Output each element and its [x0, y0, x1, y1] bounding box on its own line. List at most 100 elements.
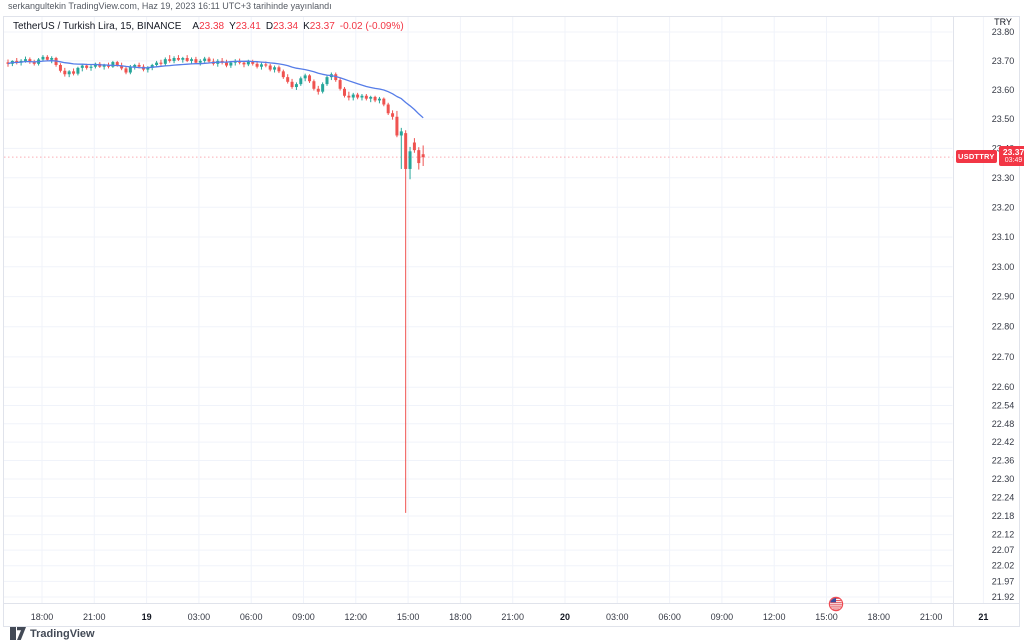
candlestick	[67, 70, 71, 78]
flag-canton	[830, 598, 836, 603]
candlestick	[342, 87, 346, 98]
candlestick	[369, 95, 373, 103]
candle-body	[190, 59, 194, 61]
candlestick	[316, 85, 320, 95]
last-price-tag: USDTTRY 23.37 03:49	[956, 146, 1024, 166]
candlestick	[168, 55, 172, 63]
price-tick-label: 22.48	[992, 419, 1015, 429]
ohlc-high: Y23.41	[229, 21, 261, 32]
candle-body	[168, 59, 172, 61]
candlestick	[45, 55, 49, 61]
candle-body	[303, 75, 307, 79]
candle-body	[111, 62, 115, 67]
candlestick	[233, 59, 237, 66]
time-tick-label: 19	[142, 612, 152, 622]
candle-body	[277, 67, 281, 72]
candlestick	[421, 145, 425, 167]
price-tick-label: 23.30	[992, 173, 1015, 183]
candlestick	[251, 59, 255, 66]
time-tick-label: 09:00	[292, 612, 315, 622]
candlestick	[404, 130, 408, 513]
candlestick	[242, 60, 246, 68]
candle-body	[28, 59, 32, 63]
tradingview-logo-icon	[10, 627, 26, 640]
time-axis[interactable]	[4, 604, 953, 626]
candle-body	[41, 56, 45, 60]
candlestick	[50, 56, 54, 64]
time-tick-label: 21:00	[920, 612, 943, 622]
candlestick	[299, 76, 303, 86]
price-tick-label: 22.80	[992, 322, 1015, 332]
flag-stripes	[830, 598, 842, 610]
time-tick-label: 12:00	[763, 612, 786, 622]
time-tick-label: 06:00	[240, 612, 263, 622]
ohlc-open: A23.38	[192, 21, 225, 32]
candle-body	[421, 154, 425, 158]
candle-body	[32, 62, 36, 64]
us-flag-event-icon[interactable]	[828, 596, 844, 612]
candlestick	[41, 55, 45, 62]
candlestick	[373, 95, 377, 103]
time-tick-label: 21:00	[83, 612, 106, 622]
candle-body	[176, 58, 180, 60]
symbol-legend[interactable]: TetherUS / Turkish Lira, 15, BINANCE A23.…	[13, 21, 404, 32]
price-axis-currency: TRY	[994, 17, 1012, 27]
tradingview-watermark[interactable]: TradingView	[10, 627, 95, 640]
candlestick	[360, 94, 364, 101]
flag-stripe	[830, 604, 842, 606]
price-tick-label: 23.10	[992, 232, 1015, 242]
candle-body	[229, 62, 233, 66]
symbol-tag: USDTTRY	[956, 149, 997, 163]
candle-body	[6, 62, 10, 64]
price-axis[interactable]	[954, 17, 1020, 603]
candle-body	[373, 96, 377, 101]
candle-body	[150, 64, 154, 68]
candlestick	[312, 79, 316, 91]
candle-body	[286, 77, 290, 82]
candlestick	[347, 91, 351, 101]
time-tick-label: 15:00	[397, 612, 420, 622]
candle-body	[325, 77, 329, 85]
moving-average-line	[7, 60, 424, 119]
candlestick	[277, 65, 281, 74]
candlestick	[338, 78, 342, 91]
candle-body	[23, 59, 27, 61]
symbol-title[interactable]: TetherUS / Turkish Lira, 15, BINANCE	[13, 21, 182, 32]
candle-body	[417, 150, 421, 164]
candlestick	[382, 97, 386, 107]
candlestick	[198, 59, 202, 66]
candle-body	[386, 104, 390, 114]
candlestick	[32, 59, 36, 66]
price-tick-label: 23.80	[992, 27, 1015, 37]
time-tick-label: 18:00	[31, 612, 54, 622]
candle-body	[347, 95, 351, 98]
candle-body	[356, 94, 360, 98]
candle-body	[404, 133, 408, 169]
candle-body	[133, 64, 137, 67]
last-price-box: 23.37 03:49	[998, 146, 1024, 166]
candle-body	[198, 60, 202, 63]
flag-stripe	[830, 606, 842, 608]
candle-body	[251, 61, 255, 64]
price-tick-label: 21.97	[992, 576, 1015, 586]
candle-body	[308, 75, 312, 82]
candle-body	[321, 84, 325, 92]
candle-body	[299, 78, 303, 85]
price-tick-label: 22.36	[992, 456, 1015, 466]
candlestick	[391, 110, 395, 120]
candle-body	[89, 66, 93, 68]
candle-body	[342, 88, 346, 96]
price-tick-label: 22.54	[992, 400, 1015, 410]
candle-body	[15, 60, 19, 63]
candle-body	[377, 98, 381, 101]
candlestick	[412, 138, 416, 153]
candle-body	[63, 70, 67, 75]
candlestick	[281, 69, 285, 79]
time-tick-label: 15:00	[815, 612, 838, 622]
candle-body	[85, 65, 89, 68]
ohlc-close: K23.37	[303, 21, 335, 32]
tradingview-brand-label: TradingView	[30, 627, 95, 640]
price-tick-label: 22.42	[992, 437, 1015, 447]
